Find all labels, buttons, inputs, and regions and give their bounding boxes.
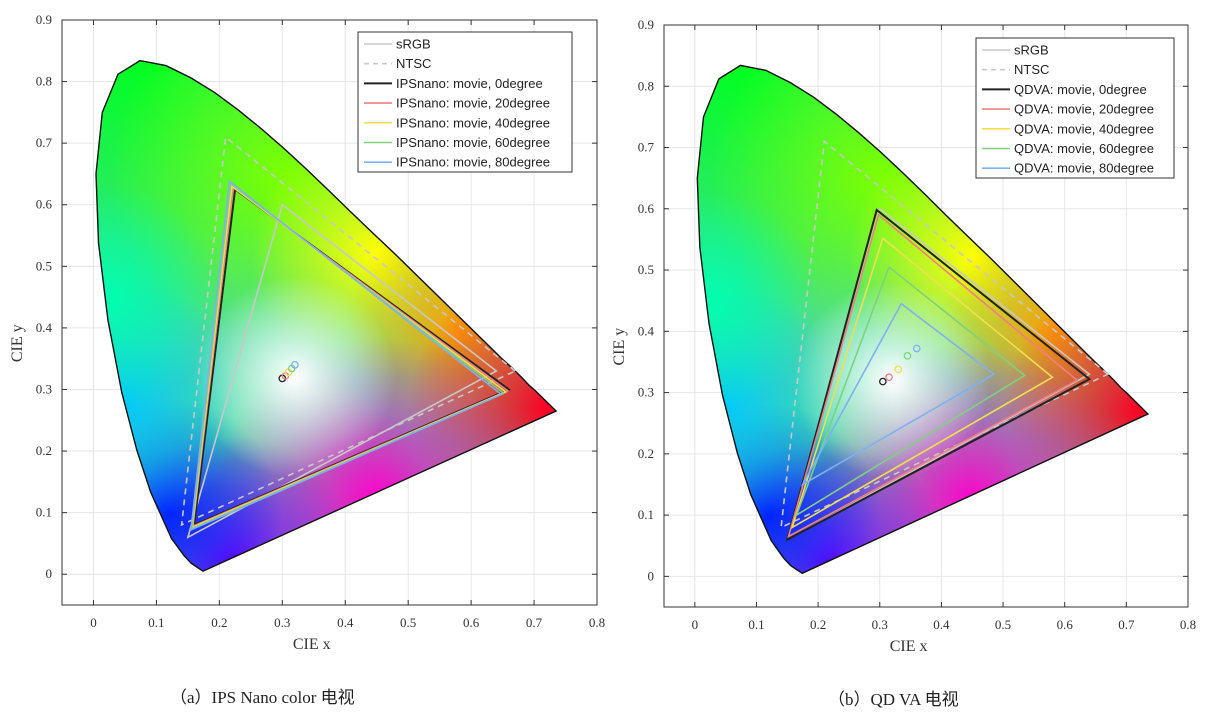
x-axis-label: CIE x <box>890 638 928 655</box>
caption-a: （a）IPS Nano color 电视 <box>170 688 355 707</box>
x-tick-label: 0.3 <box>872 617 888 632</box>
x-tick-label: 0.4 <box>337 615 354 630</box>
legend-label: QDVA: movie, 0degree <box>1014 82 1147 97</box>
x-tick-label: 0.7 <box>1118 617 1135 632</box>
y-tick-label: 0.8 <box>638 78 654 93</box>
chart-panel-b: 0 0.1 0.2 0.3 0.4 0.5 0.6 0.7 0.8 0 0.1 0.2 0.3 0.4 0.… <box>611 17 1196 655</box>
legend-label: IPSnano: movie, 40degree <box>396 115 550 130</box>
series-gamut-0 <box>186 203 498 539</box>
x-tick-label: 0.1 <box>148 615 164 630</box>
x-tick-label: 0.5 <box>400 615 416 630</box>
axes-frame <box>61 19 598 606</box>
x-tick-label: 0.7 <box>526 615 543 630</box>
caption-b: （b）QD VA 电视 <box>828 690 959 709</box>
series-gamut-1 <box>780 139 1110 529</box>
y-tick-label: 0.6 <box>638 201 655 216</box>
legend-label: sRGB <box>1014 43 1049 58</box>
y-tick-label: 0.6 <box>36 197 53 212</box>
legend-label: QDVA: movie, 80degree <box>1014 161 1154 176</box>
legend-label: QDVA: movie, 20degree <box>1014 102 1154 117</box>
x-tick-label: 0.2 <box>211 615 227 630</box>
x-tick-label: 0 <box>692 617 699 632</box>
legend-label: NTSC <box>1014 62 1049 77</box>
legend: sRGB NTSC QDVA: movie, 0degree QDVA: movie,… <box>975 37 1175 179</box>
y-tick-label: 0.7 <box>36 135 53 150</box>
legend-label: sRGB <box>396 37 431 52</box>
x-tick-label: 0.6 <box>1057 617 1074 632</box>
chart-panel-a: 0 0.1 0.2 0.3 0.4 0.5 0.6 0.7 0.8 0 0.1 0.2 0.3 0.4 0.… <box>9 12 605 653</box>
x-tick-label: 0.8 <box>589 615 605 630</box>
x-tick-label: 0 <box>90 615 97 630</box>
white-point-3 <box>885 373 893 382</box>
y-tick-label: 0.4 <box>36 320 53 335</box>
x-tick-label: 0.6 <box>463 615 480 630</box>
series-gamut-5 <box>794 265 1026 517</box>
series-gamut-6 <box>190 179 503 532</box>
legend-label: NTSC <box>396 56 431 71</box>
y-tick-label: 0.9 <box>638 17 654 32</box>
series-gamut-4 <box>790 236 1054 530</box>
legend-label: QDVA: movie, 40degree <box>1014 121 1154 136</box>
y-tick-label: 0.2 <box>638 446 654 461</box>
y-tick-label: 0.3 <box>638 385 654 400</box>
y-tick-label: 0.5 <box>638 262 654 277</box>
legend-label: IPSnano: movie, 80degree <box>396 155 550 170</box>
y-tick-label: 0.7 <box>638 140 655 155</box>
series-gamut-1 <box>180 135 517 527</box>
chromaticity-fill <box>96 60 557 572</box>
legend-box <box>357 31 573 173</box>
white-point-4 <box>894 365 903 374</box>
x-tick-label: 0.3 <box>274 615 290 630</box>
legend-label: IPSnano: movie, 0degree <box>396 76 543 91</box>
x-tick-label: 0.1 <box>748 617 764 632</box>
white-point-5 <box>903 351 912 360</box>
y-tick-label: 0 <box>648 568 655 583</box>
axes-frame <box>663 24 1189 608</box>
y-tick-label: 0.4 <box>638 323 655 338</box>
y-tick-label: 0.2 <box>36 443 52 458</box>
legend-box <box>975 37 1175 179</box>
y-tick-label: 0.3 <box>36 381 52 396</box>
spectral-locus <box>696 64 1150 575</box>
y-axis-label: CIE y <box>611 328 628 366</box>
x-tick-label: 0.8 <box>1180 617 1196 632</box>
spectral-locus <box>95 59 558 572</box>
legend-label: IPSnano: movie, 20degree <box>396 96 550 111</box>
y-tick-label: 0.1 <box>36 505 52 520</box>
x-tick-label: 0.4 <box>933 617 950 632</box>
y-axis-label: CIE y <box>9 324 26 362</box>
x-tick-label: 0.5 <box>995 617 1011 632</box>
y-tick-label: 0.5 <box>36 258 52 273</box>
x-tick-label: 0.2 <box>810 617 826 632</box>
white-point-6 <box>291 360 299 369</box>
legend-label: IPSnano: movie, 60degree <box>396 135 550 150</box>
legend-label: QDVA: movie, 60degree <box>1014 141 1154 156</box>
series-gamut-3 <box>787 213 1079 539</box>
series-gamut-6 <box>800 302 996 487</box>
y-tick-label: 0.1 <box>638 507 654 522</box>
series-gamut-2 <box>785 208 1092 542</box>
y-tick-label: 0.8 <box>36 74 52 89</box>
white-point-6 <box>912 344 921 353</box>
x-axis-label: CIE x <box>293 636 331 653</box>
y-tick-label: 0.9 <box>36 12 52 27</box>
legend: sRGB NTSC IPSnano: movie, 0degree IPSnano: … <box>357 31 573 173</box>
white-point-2 <box>878 377 887 386</box>
y-tick-label: 0 <box>46 566 53 581</box>
